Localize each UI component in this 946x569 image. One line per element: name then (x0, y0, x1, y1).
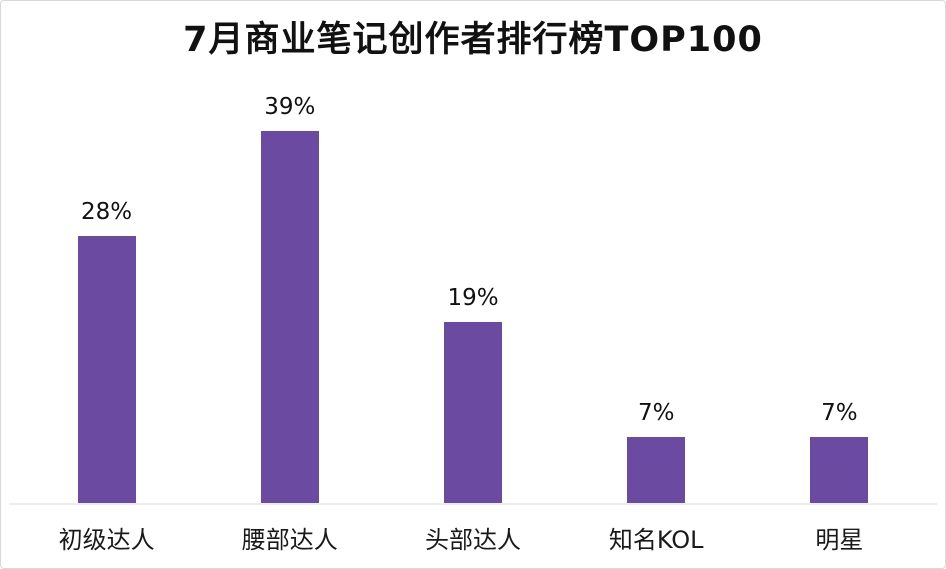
x-tick-label-waist-daren: 腰部达人 (241, 525, 338, 554)
bar-head-daren (444, 322, 502, 504)
bar-famous-kol (627, 437, 686, 504)
bar-value-label: 7% (821, 400, 858, 427)
bar-junior-daren (77, 236, 136, 504)
bar-group-head-daren: 19% (381, 285, 564, 504)
bar-value-label: 7% (637, 400, 675, 427)
chart-title: 7月商业笔记创作者排行榜TOP100 (183, 20, 763, 60)
bar-value-label: 28% (81, 199, 133, 226)
bar-value-label: 19% (447, 285, 499, 312)
bar-waist-daren (260, 131, 319, 504)
bar-group-famous-kol: 7% (565, 400, 748, 504)
x-tick-label-famous-kol: 知名KOL (608, 525, 704, 554)
bar-group-waist-daren: 39% (198, 94, 381, 504)
bar-value-label: 39% (264, 94, 316, 121)
bar-group-celebrity: 7% (748, 400, 931, 504)
x-axis-line (9, 503, 937, 505)
x-tick-label-celebrity: 明星 (815, 525, 864, 554)
x-tick-label-junior-daren: 初级达人 (58, 525, 155, 554)
bar-celebrity (810, 437, 869, 504)
x-tick-label-head-daren: 头部达人 (425, 525, 521, 554)
plot-area: 28% 39% 19% 7% 7% (15, 66, 931, 504)
x-axis-labels: 初级达人 腰部达人 头部达人 知名KOL 明星 (15, 519, 931, 555)
bar-group-junior-daren: 28% (15, 199, 198, 504)
